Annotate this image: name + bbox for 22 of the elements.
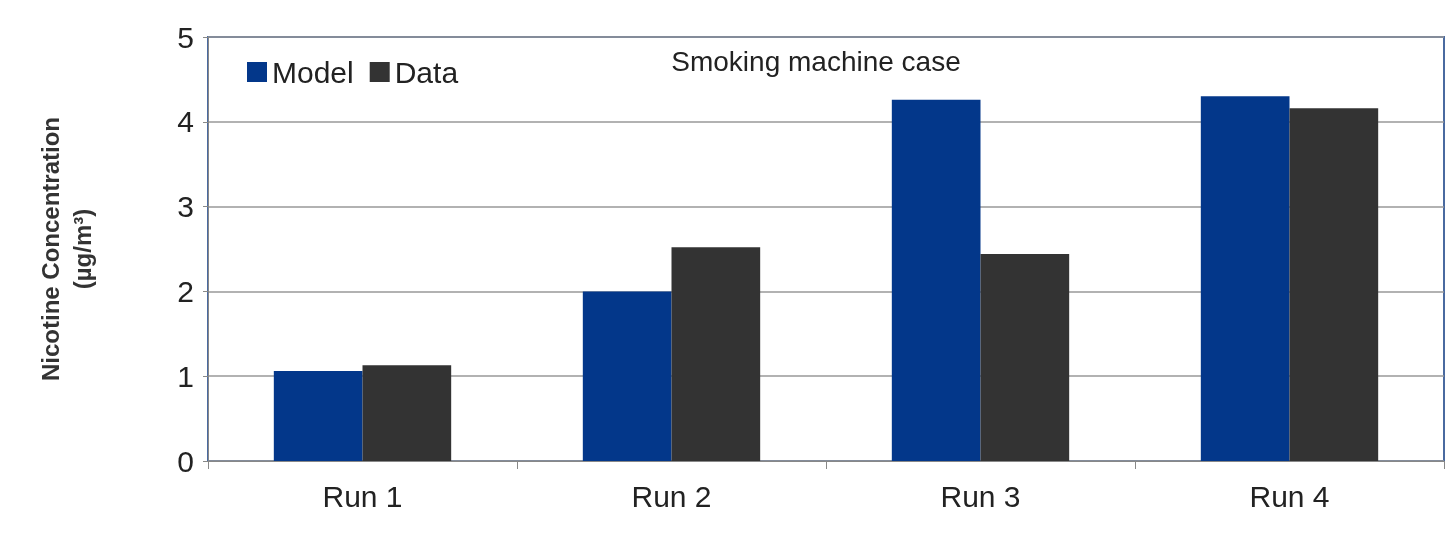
legend-label: Model: [272, 55, 354, 89]
y-tick-label: 1: [177, 359, 194, 393]
chart-title: Smoking machine case: [671, 45, 961, 77]
bar: [582, 291, 672, 461]
bar: [273, 371, 363, 461]
bar: [671, 247, 761, 461]
bar: [362, 365, 452, 461]
bar: [980, 254, 1070, 461]
y-axis-title: Nicotine Concentration (µg/m³): [36, 116, 96, 382]
bar: [891, 99, 981, 461]
legend-label: Data: [394, 55, 459, 89]
x-tick-label: Run 2: [631, 479, 712, 513]
y-tick-label: 2: [177, 274, 194, 308]
x-tick-label: Run 4: [1249, 479, 1330, 513]
bar: [1200, 96, 1290, 461]
x-tick-label: Run 1: [322, 479, 403, 513]
y-tick-label: 5: [177, 20, 194, 54]
y-tick-label: 4: [177, 105, 194, 139]
y-tick-label: 3: [177, 190, 194, 224]
y-tick-label: 0: [177, 444, 194, 478]
bar: [1289, 108, 1379, 461]
x-tick-label: Run 3: [940, 479, 1021, 513]
